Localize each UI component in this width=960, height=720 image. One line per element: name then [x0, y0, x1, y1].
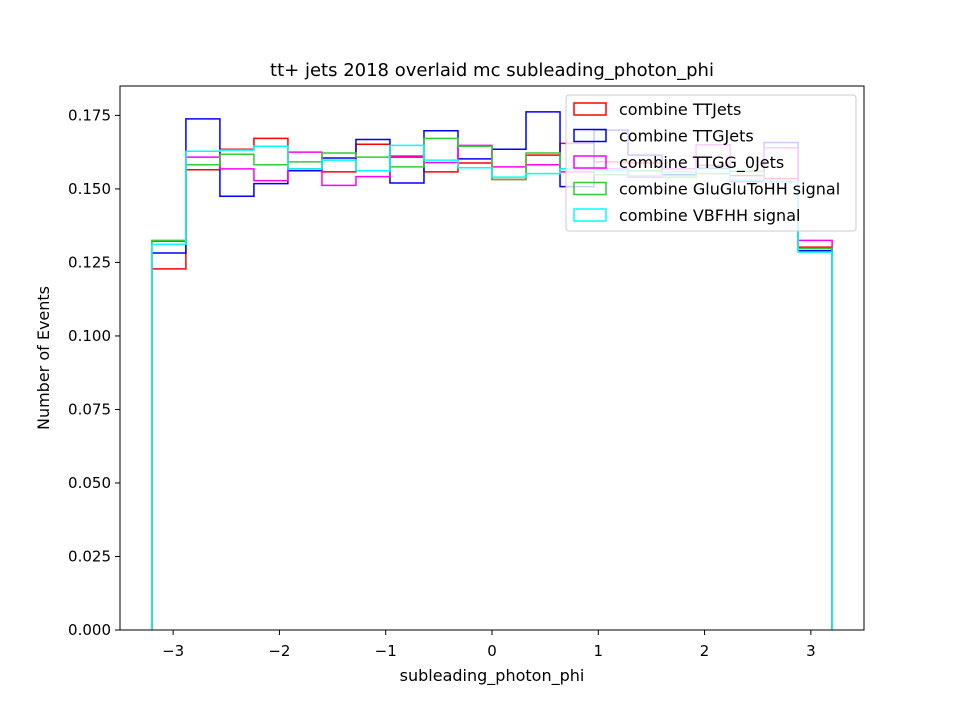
- x-tick-label: −1: [375, 642, 397, 660]
- y-axis-label: Number of Events: [34, 286, 53, 430]
- x-tick-label: 0: [487, 642, 497, 660]
- y-tick-label: 0.100: [68, 327, 111, 345]
- x-tick-label: 3: [806, 642, 816, 660]
- x-axis: −3 −2 −1 0 1 2 3: [162, 630, 816, 660]
- legend-swatch: [573, 155, 607, 169]
- x-tick-label: 1: [594, 642, 604, 660]
- legend-swatch: [573, 208, 607, 222]
- legend-label: combine GluGluToHH signal: [619, 180, 840, 199]
- y-tick-label: 0.025: [68, 547, 111, 565]
- legend-swatch: [573, 102, 607, 116]
- legend-swatch: [573, 128, 607, 143]
- y-tick-label: 0.175: [68, 106, 111, 124]
- legend-label: combine TTGG_0Jets: [619, 153, 784, 173]
- x-tick-label: −3: [162, 642, 184, 660]
- legend-label: combine VBFHH signal: [619, 206, 800, 225]
- y-axis: 0.000 0.025 0.050 0.075 0.100 0.125 0.150 0.175: [68, 106, 120, 639]
- x-axis-label: subleading_photon_phi: [400, 666, 585, 686]
- legend-swatch: [573, 181, 607, 196]
- legend-label: combine TTJets: [619, 100, 741, 119]
- y-tick-label: 0.125: [68, 253, 111, 271]
- y-tick-label: 0.050: [68, 474, 111, 492]
- x-tick-label: −2: [268, 642, 290, 660]
- y-tick-label: 0.150: [68, 180, 111, 198]
- y-tick-label: 0.075: [68, 400, 111, 418]
- legend-box: [565, 94, 857, 232]
- x-tick-label: 2: [700, 642, 710, 660]
- legend: combine TTJets combine TTGJets combine TTG…: [565, 94, 857, 232]
- legend-label: combine TTGJets: [619, 127, 754, 146]
- y-tick-label: 0.000: [68, 621, 111, 639]
- chart-title: tt+ jets 2018 overlaid mc subleading_pho…: [270, 60, 714, 81]
